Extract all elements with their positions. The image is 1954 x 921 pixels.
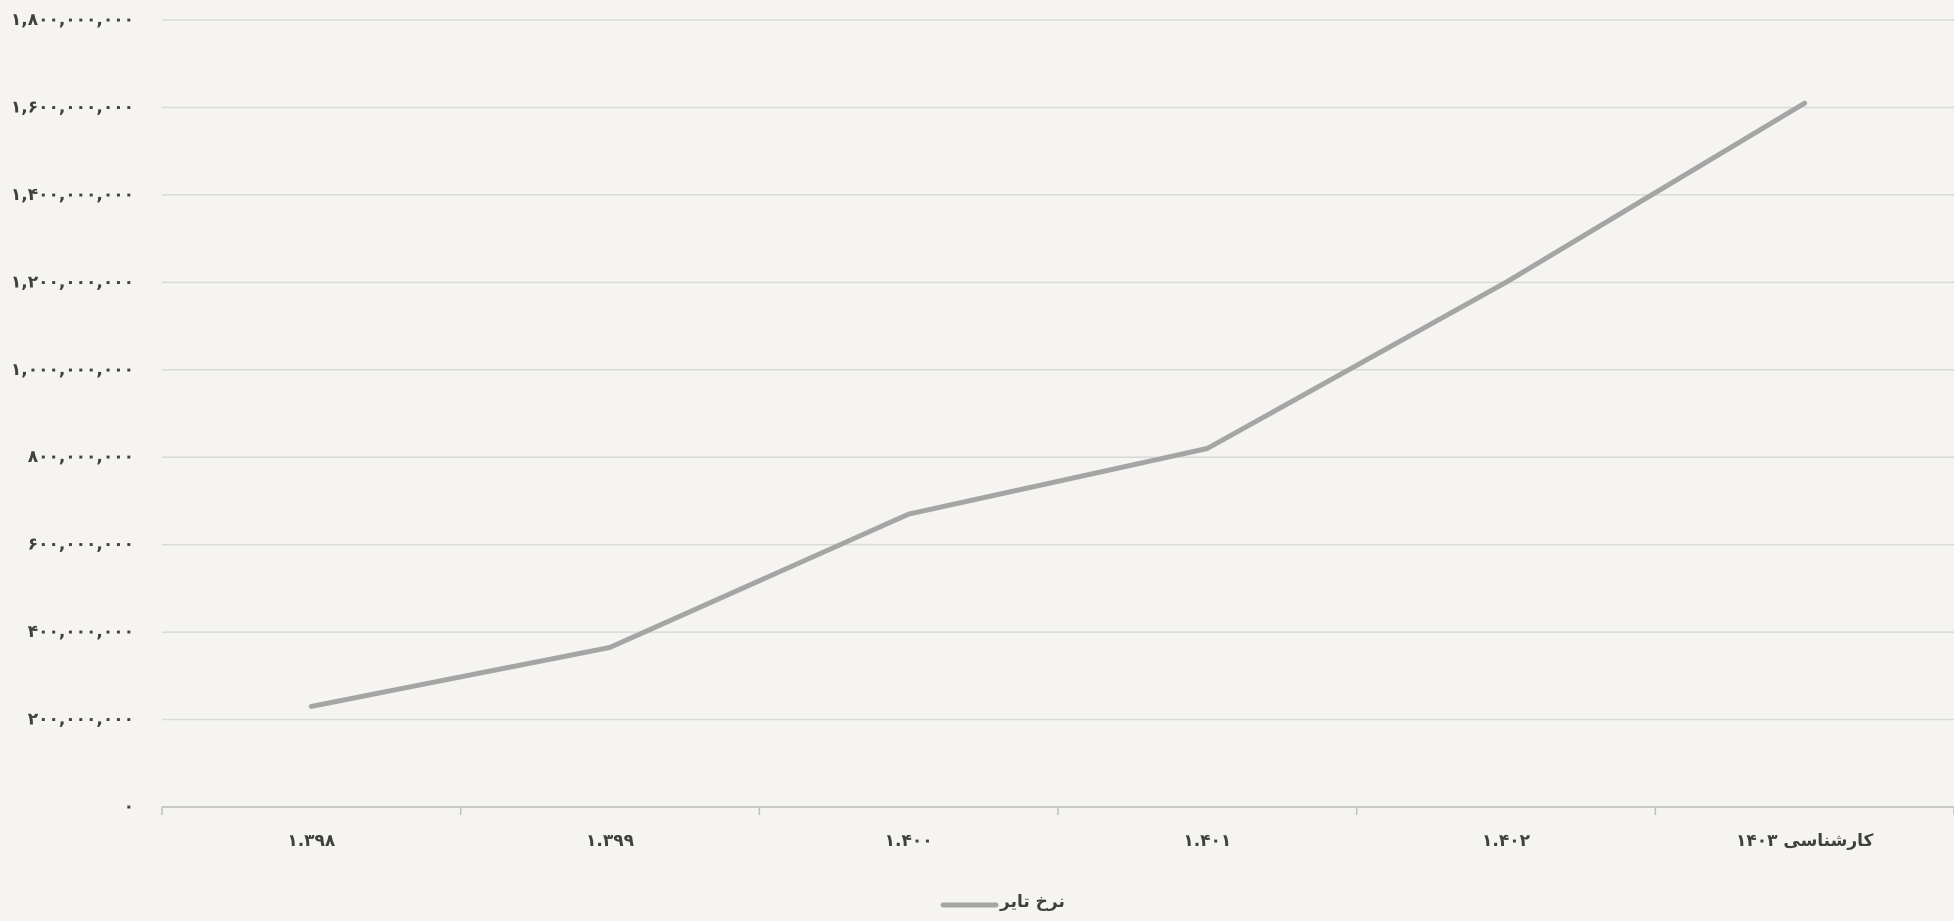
y-tick-label: ۱,۶۰۰,۰۰۰,۰۰۰ (11, 97, 134, 117)
x-tick-label: ۱.۴۰۲ (1482, 831, 1531, 851)
y-tick-label: ۶۰۰,۰۰۰,۰۰۰ (28, 535, 134, 555)
chart: ۰ ۲۰۰,۰۰۰,۰۰۰ ۴۰۰,۰۰۰,۰۰۰ ۶۰۰,۰۰۰,۰۰۰ ۸۰۰,۰۰… (0, 0, 1954, 921)
y-tick-label: ۴۰۰,۰۰۰,۰۰۰ (28, 622, 134, 642)
legend-label: نرخ تایر (999, 892, 1065, 912)
y-tick-label: ۸۰۰,۰۰۰,۰۰۰ (28, 447, 134, 467)
x-tick-label: ۱.۴۰۰ (885, 831, 933, 851)
page: ۰ ۲۰۰,۰۰۰,۰۰۰ ۴۰۰,۰۰۰,۰۰۰ ۶۰۰,۰۰۰,۰۰۰ ۸۰۰,۰۰… (0, 0, 1954, 921)
x-tick-label: کارشناسی ۱۴۰۳ (1736, 831, 1874, 851)
x-tick-label: ۱.۳۹۹ (586, 831, 635, 851)
y-tick-label: ۱,۲۰۰,۰۰۰,۰۰۰ (11, 272, 134, 292)
y-tick-label: ۲۰۰,۰۰۰,۰۰۰ (28, 710, 134, 730)
y-tick-label: ۰ (124, 797, 134, 817)
x-tick-label: ۱.۳۹۸ (287, 831, 336, 851)
y-tick-label: ۱,۸۰۰,۰۰۰,۰۰۰ (11, 10, 134, 30)
y-tick-label: ۱,۰۰۰,۰۰۰,۰۰۰ (11, 360, 134, 380)
x-tick-label: ۱.۴۰۱ (1183, 831, 1231, 851)
y-tick-label: ۱,۴۰۰,۰۰۰,۰۰۰ (11, 185, 134, 205)
background (0, 0, 1954, 921)
